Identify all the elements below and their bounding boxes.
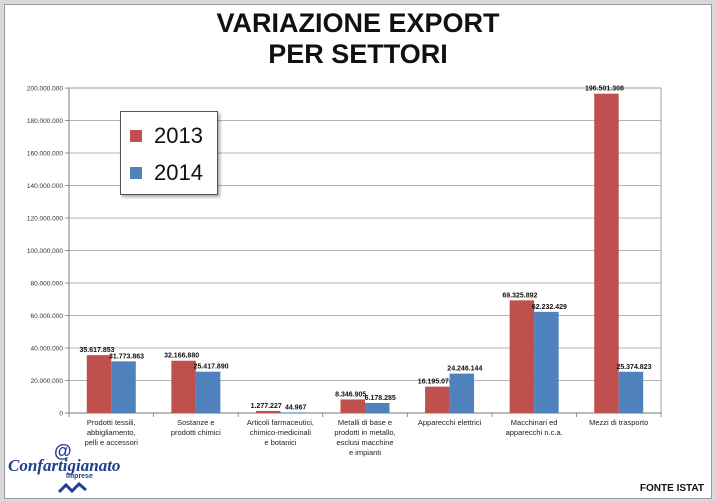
bar-2013	[255, 410, 281, 413]
y-tick-label: 160.000.000	[27, 151, 64, 158]
x-tick-label: Sostanze e	[177, 418, 215, 427]
bar-2013	[509, 300, 535, 413]
chart-title: VARIAZIONE EXPORT PER SETTORI	[0, 8, 716, 70]
bar-2014	[449, 373, 475, 413]
chart-title-line-2: PER SETTORI	[268, 39, 448, 69]
x-tick-label: apparecchi n.c.a.	[506, 428, 563, 437]
logo-wordmark: Confartigianato	[8, 456, 121, 475]
bar-2014	[534, 311, 559, 413]
chart-legend: 2013 2014	[120, 111, 218, 195]
data-label-2014: 25.417.890	[194, 364, 229, 371]
x-tick-label: Metalli di base e	[338, 418, 392, 427]
legend-item-2013: 2013	[130, 123, 203, 148]
y-tick-label: 180.000.000	[27, 118, 64, 125]
data-label-2013: 1.277.227	[251, 403, 282, 410]
x-tick-label: pelli e accessori	[85, 438, 139, 447]
data-label-2013: 69.325.892	[502, 292, 537, 299]
x-tick-label: chimico-medicinali	[250, 428, 312, 437]
bar-2013	[340, 399, 365, 413]
y-tick-label: 20.000.000	[30, 378, 63, 385]
y-tick-label: 120.000.000	[27, 216, 64, 223]
bar-2013	[171, 360, 196, 413]
data-label-2014: 25.374.823	[616, 364, 651, 371]
chart-title-line-1: VARIAZIONE EXPORT	[216, 8, 500, 38]
data-label-2014: 31.773.863	[109, 353, 144, 360]
x-tick-label: Prodotti tessili,	[87, 418, 136, 427]
y-tick-label: 140.000.000	[27, 183, 64, 190]
legend-item-2014: 2014	[130, 160, 203, 185]
data-label-2014: 44.967	[285, 404, 307, 411]
legend-label-2013: 2013	[154, 123, 203, 148]
data-label-2013: 196.501.308	[585, 86, 624, 93]
y-tick-label: 200.000.000	[27, 86, 64, 93]
bar-2014	[280, 412, 305, 413]
legend-swatch-2013	[130, 130, 142, 142]
x-tick-label: abbigliamento,	[87, 428, 136, 437]
bar-2013	[86, 355, 112, 413]
y-tick-label: 0	[59, 411, 63, 418]
data-label-2013: 35.617.853	[80, 347, 115, 354]
logo-wave-icon	[58, 482, 87, 494]
y-tick-label: 100.000.000	[27, 248, 64, 255]
bar-2014	[618, 371, 644, 413]
logo-at-symbol: @	[54, 441, 72, 461]
data-label-2014: 24.246.144	[447, 366, 482, 373]
legend-label-2014: 2014	[154, 160, 203, 185]
source-note: FONTE ISTAT	[639, 483, 704, 494]
bar-2014	[111, 361, 136, 413]
x-tick-label: e botanici	[264, 438, 296, 447]
x-tick-label: prodotti in metallo,	[334, 428, 395, 437]
x-tick-label: Macchinari ed	[511, 418, 558, 427]
data-label-2014: 62.232.429	[532, 304, 567, 311]
logo-subtitle: Imprese	[66, 473, 93, 480]
confartigianato-logo: @ Confartigianato Imprese	[6, 441, 124, 497]
y-tick-label: 80.000.000	[30, 281, 63, 288]
data-label-2013: 8.346.905	[335, 391, 366, 398]
y-tick-label: 40.000.000	[30, 346, 63, 353]
data-label-2013: 32.166.880	[164, 353, 199, 360]
data-label-2014: 6.178.285	[365, 395, 396, 402]
y-tick-label: 60.000.000	[30, 313, 63, 320]
legend-swatch-2014	[130, 167, 142, 179]
bar-2014	[365, 402, 390, 413]
bar-2013	[594, 93, 619, 414]
x-tick-label: prodotti chimici	[171, 428, 221, 437]
bar-2013	[425, 386, 450, 413]
x-tick-label: Apparecchi elettrici	[418, 418, 482, 427]
x-tick-label: Articoli farmaceutici,	[247, 418, 314, 427]
x-tick-label: Mezzi di trasporto	[589, 418, 648, 427]
x-tick-label: e impianti	[349, 448, 381, 457]
x-tick-label: esclusi macchine	[336, 438, 393, 447]
bar-2014	[195, 371, 221, 413]
data-label-2013: 16.195.074	[418, 379, 453, 386]
